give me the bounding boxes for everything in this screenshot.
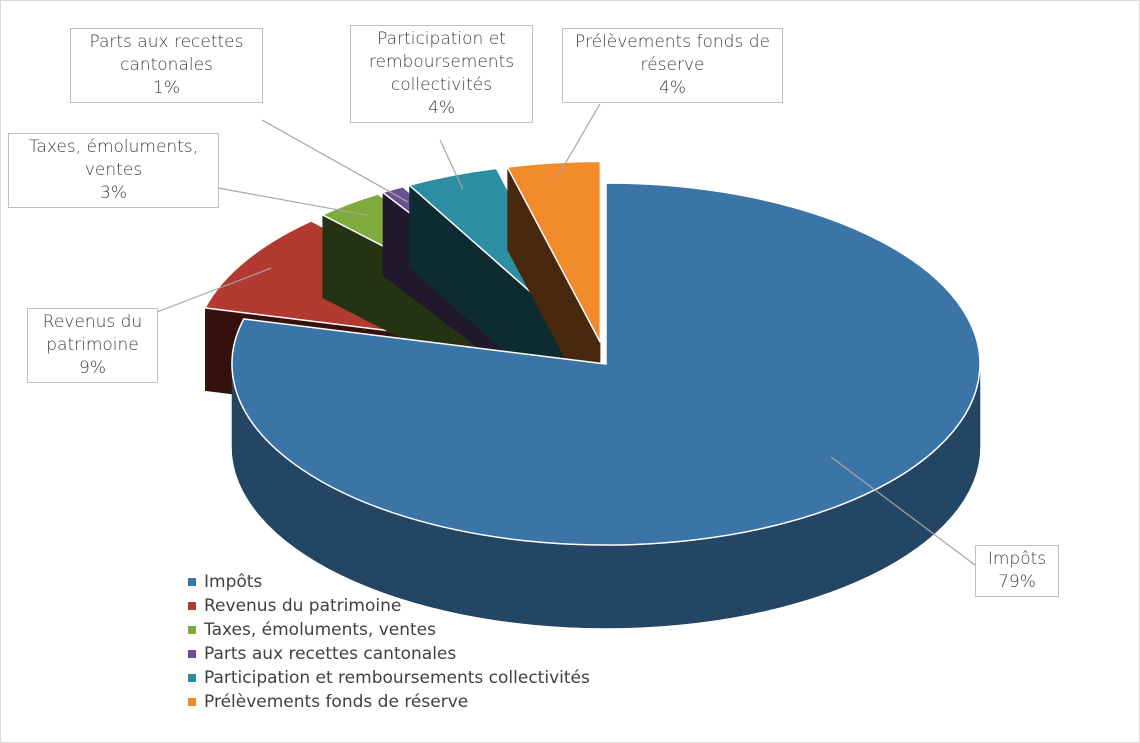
data-label-category: Participation et remboursements collecti… bbox=[368, 29, 515, 95]
legend-swatch bbox=[188, 650, 196, 658]
legend-item: Parts aux recettes cantonales bbox=[188, 642, 590, 666]
legend-label: Participation et remboursements collecti… bbox=[204, 668, 590, 688]
data-label-value: 3% bbox=[100, 183, 127, 203]
legend-label: Parts aux recettes cantonales bbox=[204, 644, 457, 664]
data-label: Prélèvements fonds de réserve 4% bbox=[562, 28, 783, 103]
data-label: Taxes, émoluments, ventes 3% bbox=[8, 133, 219, 208]
legend-swatch bbox=[188, 602, 196, 610]
data-label-value: 9% bbox=[79, 358, 106, 378]
leader-line bbox=[156, 267, 272, 313]
legend-item: Taxes, émoluments, ventes bbox=[188, 618, 590, 642]
legend-swatch bbox=[188, 698, 196, 706]
slice bbox=[231, 182, 981, 546]
data-label: Participation et remboursements collecti… bbox=[350, 25, 533, 123]
legend: Impôts Revenus du patrimoine Taxes, émolum… bbox=[188, 570, 590, 714]
slice bbox=[506, 160, 602, 343]
legend-label: Taxes, émoluments, ventes bbox=[204, 620, 436, 640]
legend-label: Revenus du patrimoine bbox=[204, 596, 402, 616]
data-label-value: 79% bbox=[998, 572, 1036, 592]
legend-item: Impôts bbox=[188, 570, 590, 594]
data-label-category: Revenus du patrimoine bbox=[42, 312, 143, 355]
data-label-value: 4% bbox=[428, 98, 455, 118]
data-label-value: 4% bbox=[659, 78, 686, 98]
leader-line bbox=[261, 119, 409, 203]
data-label-category: Impôts bbox=[987, 549, 1047, 569]
legend-label: Impôts bbox=[204, 572, 263, 592]
data-label-value: 1% bbox=[153, 78, 180, 98]
legend-item: Participation et remboursements collecti… bbox=[188, 666, 590, 690]
data-label: Impôts 79% bbox=[975, 545, 1059, 597]
legend-label: Prélèvements fonds de réserve bbox=[204, 692, 469, 712]
data-label-category: Taxes, émoluments, ventes bbox=[28, 137, 199, 180]
legend-item: Prélèvements fonds de réserve bbox=[188, 690, 590, 714]
legend-swatch bbox=[188, 674, 196, 682]
data-label: Parts aux recettes cantonales 1% bbox=[70, 28, 263, 103]
legend-swatch bbox=[188, 626, 196, 634]
leader-line bbox=[439, 139, 464, 190]
leader-line bbox=[830, 456, 976, 566]
data-label: Revenus du patrimoine 9% bbox=[27, 308, 158, 383]
leader-line bbox=[217, 187, 368, 216]
legend-item: Revenus du patrimoine bbox=[188, 594, 590, 618]
leader-line bbox=[556, 103, 601, 178]
data-label-category: Parts aux recettes cantonales bbox=[89, 32, 244, 75]
legend-swatch bbox=[188, 578, 196, 586]
data-label-category: Prélèvements fonds de réserve bbox=[575, 32, 770, 75]
